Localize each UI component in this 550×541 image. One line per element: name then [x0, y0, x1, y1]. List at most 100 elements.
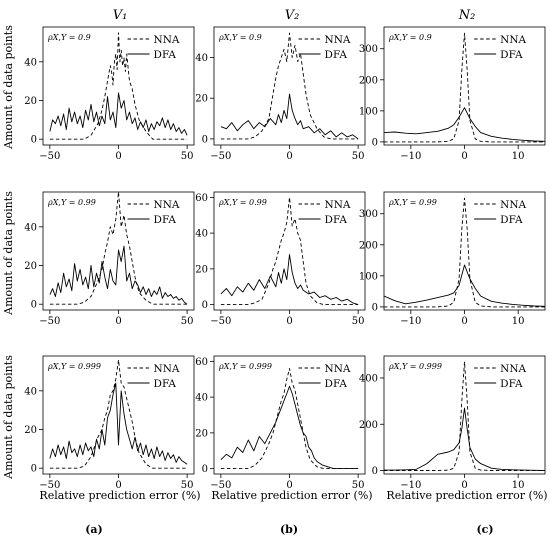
y-tick-label: 0: [372, 466, 378, 477]
x-tick-label: 0: [286, 151, 292, 162]
y-tick-label: 20: [195, 94, 208, 105]
x-axis-label-a: Relative prediction error (%): [39, 489, 200, 502]
x-tick-label: 10: [512, 151, 525, 162]
panel-label-a: (a): [85, 523, 103, 536]
y-tick-label: 40: [24, 386, 37, 397]
y-axis-label-row-3: Amount of data points: [2, 355, 15, 480]
series-line-nna: [49, 32, 188, 140]
y-tick-label: 20: [195, 428, 208, 439]
series-line-dfa: [49, 245, 188, 305]
x-tick-label: −50: [39, 480, 60, 491]
y-tick-label: 100: [359, 106, 378, 117]
x-tick-label: 0: [286, 480, 292, 491]
legend-label-nna: NNA: [500, 363, 526, 375]
y-tick-label: 0: [31, 135, 37, 146]
y-tick-label: 40: [24, 57, 37, 68]
x-tick-label: −50: [210, 480, 231, 491]
x-axis-label-c: Relative prediction error (%): [386, 489, 547, 502]
y-tick-label: 200: [359, 420, 378, 431]
y-tick-label: 20: [24, 261, 37, 272]
x-tick-label: −10: [400, 151, 421, 162]
series-line-nna: [384, 32, 545, 143]
y-tick-label: 200: [359, 240, 378, 251]
x-tick-label: 0: [115, 151, 121, 162]
y-tick-label: 0: [202, 300, 208, 311]
x-tick-label: 50: [352, 480, 365, 491]
series-line-dfa: [220, 385, 359, 470]
series-line-dfa: [220, 93, 359, 140]
series-line-nna: [49, 192, 188, 305]
legend-label-dfa: DFA: [154, 378, 177, 390]
y-tick-label: 200: [359, 75, 378, 86]
x-tick-label: −10: [400, 480, 421, 491]
legend-label-nna: NNA: [154, 199, 180, 211]
x-tick-label: −50: [39, 316, 60, 327]
x-axis-label-b: Relative prediction error (%): [211, 489, 372, 502]
y-tick-label: 20: [24, 425, 37, 436]
series-line-dfa: [384, 107, 545, 142]
series-line-nna: [49, 359, 188, 469]
x-tick-label: 50: [181, 480, 194, 491]
y-tick-label: 0: [31, 300, 37, 311]
panel-label-c: (c): [476, 523, 493, 536]
series-line-dfa: [384, 407, 545, 471]
x-tick-label: 50: [181, 316, 194, 327]
x-tick-label: 0: [115, 316, 121, 327]
legend-label-nna: NNA: [154, 34, 180, 46]
column-title-c: N₂: [458, 8, 476, 23]
legend-label-dfa: DFA: [154, 49, 177, 61]
x-tick-label: −50: [210, 151, 231, 162]
legend-label-dfa: DFA: [500, 378, 523, 390]
x-tick-label: 0: [461, 151, 467, 162]
x-tick-label: 50: [352, 316, 365, 327]
correlation-annotation: ρX,Y = 0.999: [218, 362, 272, 371]
correlation-annotation: ρX,Y = 0.99: [218, 198, 267, 207]
y-tick-label: 40: [195, 393, 208, 404]
y-tick-label: 0: [202, 134, 208, 145]
series-line-nna: [384, 197, 545, 308]
x-tick-label: 50: [352, 151, 365, 162]
series-line-nna: [220, 368, 359, 470]
panel-label-b: (b): [280, 523, 298, 536]
x-tick-label: −50: [210, 316, 231, 327]
x-tick-label: 10: [512, 316, 525, 327]
y-tick-label: 0: [372, 137, 378, 148]
series-line-dfa: [49, 92, 188, 136]
y-tick-label: 400: [359, 373, 378, 384]
legend-label-dfa: DFA: [154, 214, 177, 226]
series-line-nna: [384, 361, 545, 471]
y-tick-label: 0: [31, 464, 37, 475]
x-tick-label: 50: [181, 151, 194, 162]
x-tick-label: 10: [512, 480, 525, 491]
y-tick-label: 20: [195, 264, 208, 275]
x-tick-label: −50: [39, 151, 60, 162]
column-title-a: V₁: [113, 8, 128, 23]
y-tick-label: 20: [24, 96, 37, 107]
correlation-annotation: ρX,Y = 0.9: [388, 33, 432, 42]
y-tick-label: 0: [202, 464, 208, 475]
y-tick-label: 40: [195, 53, 208, 64]
y-tick-label: 100: [359, 271, 378, 282]
x-tick-label: 0: [286, 316, 292, 327]
series-line-dfa: [49, 382, 188, 465]
x-tick-label: 0: [461, 480, 467, 491]
correlation-annotation: ρX,Y = 0.999: [47, 362, 101, 371]
column-title-b: V₂: [285, 8, 300, 23]
y-tick-label: 0: [372, 302, 378, 313]
x-tick-label: −10: [400, 316, 421, 327]
legend-label-nna: NNA: [500, 34, 526, 46]
legend-label-nna: NNA: [154, 363, 180, 375]
y-tick-label: 60: [195, 193, 208, 204]
legend-label-dfa: DFA: [500, 49, 523, 61]
y-axis-label-row-1: Amount of data points: [2, 25, 15, 150]
x-tick-label: 0: [115, 480, 121, 491]
y-tick-label: 60: [195, 357, 208, 368]
correlation-annotation: ρX,Y = 0.9: [47, 33, 91, 42]
